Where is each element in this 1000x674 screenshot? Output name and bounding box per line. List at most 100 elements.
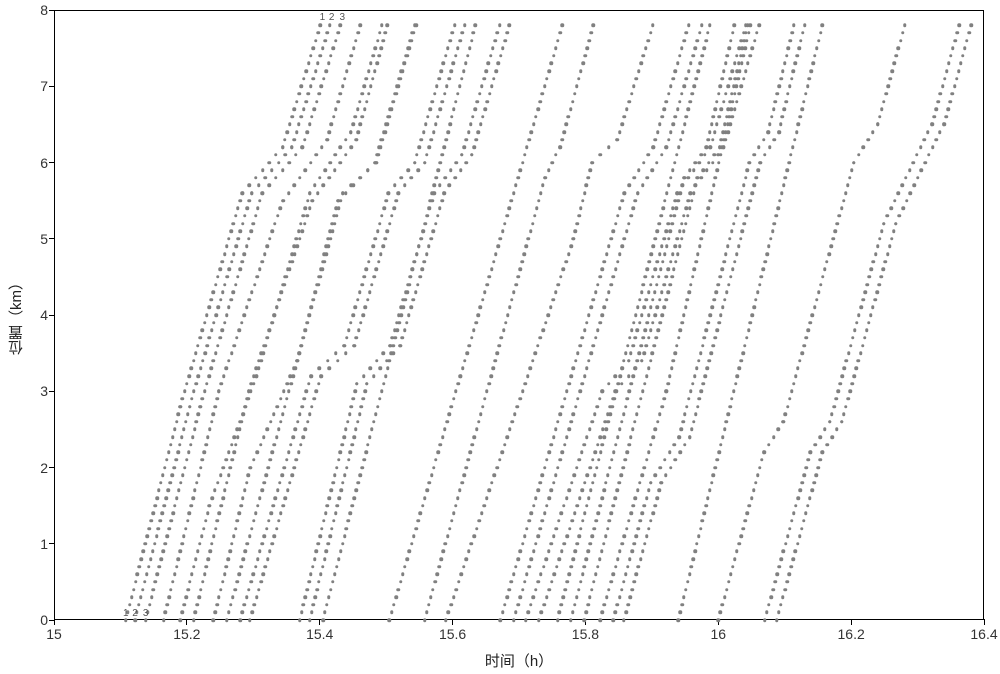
trajectory-marker (448, 184, 452, 188)
trajectory-marker (607, 245, 611, 249)
trajectory-marker (430, 138, 434, 142)
trajectory-marker (544, 321, 548, 325)
trajectory-marker (744, 519, 748, 523)
trajectory-marker (256, 207, 260, 211)
trajectory-marker (374, 412, 378, 416)
trajectory-marker (362, 85, 366, 89)
trajectory-marker (448, 123, 452, 127)
trajectory-marker (176, 451, 180, 455)
trajectory-marker (267, 161, 271, 165)
trajectory-marker (651, 298, 655, 302)
trajectory-marker (643, 466, 647, 470)
trajectory-marker (587, 313, 591, 317)
trajectory-marker (219, 588, 223, 592)
trajectory-marker (156, 573, 160, 577)
trajectory-marker (601, 611, 605, 615)
trajectory-marker (378, 222, 382, 226)
trajectory-marker (370, 283, 374, 287)
trajectory-marker (554, 46, 558, 50)
trajectory-marker (474, 321, 478, 325)
trajectory-marker (647, 367, 651, 371)
trajectory-marker (186, 412, 190, 416)
trajectory-marker (439, 443, 443, 447)
trajectory-marker (318, 534, 322, 538)
trajectory-marker (867, 321, 871, 325)
trajectory-marker (744, 176, 748, 180)
trajectory-marker (370, 428, 374, 432)
trajectory-marker (662, 283, 666, 287)
trajectory-marker (640, 313, 644, 317)
trajectory-marker (304, 69, 308, 73)
trajectory-marker (310, 306, 314, 310)
trajectory-marker (260, 260, 264, 264)
trajectory-marker (372, 374, 376, 378)
trajectory-marker (222, 374, 226, 378)
trajectory-marker (647, 489, 651, 493)
trajectory-marker (519, 550, 523, 554)
trajectory-marker (564, 260, 568, 264)
trajectory-marker (501, 46, 505, 50)
trajectory-marker (583, 443, 587, 447)
trajectory-marker (712, 473, 716, 477)
trajectory-marker (967, 31, 971, 35)
trajectory-marker (302, 397, 306, 401)
trajectory-marker (693, 85, 697, 89)
trajectory-marker (503, 443, 507, 447)
trajectory-marker (707, 161, 711, 165)
trajectory-marker (225, 245, 229, 249)
trajectory-marker (514, 565, 518, 569)
trajectory-marker (607, 382, 611, 386)
trajectory-marker (733, 62, 737, 66)
trajectory-marker (438, 207, 442, 211)
trajectory-marker (789, 153, 793, 157)
trajectory-marker (138, 565, 142, 569)
trajectory-marker (701, 519, 705, 523)
trajectory-marker (801, 31, 805, 35)
trajectory-marker (341, 542, 345, 546)
trajectory-marker (551, 298, 555, 302)
trajectory-marker (360, 466, 364, 470)
trajectory-marker (780, 191, 784, 195)
trajectory-marker (730, 229, 734, 233)
trajectory-marker (319, 374, 323, 378)
trajectory-marker (606, 527, 610, 531)
trajectory-marker (587, 39, 591, 43)
trajectory-marker (694, 46, 698, 50)
trajectory-marker (429, 199, 433, 203)
trajectory-marker (270, 321, 274, 325)
trajectory-marker (331, 481, 335, 485)
trajectory-marker (286, 489, 290, 493)
trajectory-marker (423, 260, 427, 264)
trajectory-marker (683, 443, 687, 447)
trajectory-marker (308, 412, 312, 416)
trajectory-marker (197, 595, 201, 599)
trajectory-marker (350, 405, 354, 409)
trajectory-marker (334, 39, 338, 43)
trajectory-marker (871, 306, 875, 310)
trajectory-marker (293, 466, 297, 470)
trajectory-marker (863, 290, 867, 294)
trajectory-marker (472, 146, 476, 150)
trajectory-marker (210, 329, 214, 333)
trajectory-marker (667, 184, 671, 188)
trajectory-marker (230, 542, 234, 546)
trajectory-marker (653, 313, 657, 317)
trajectory-marker (765, 611, 769, 615)
trajectory-marker (669, 260, 673, 264)
trajectory-marker (523, 153, 527, 157)
trajectory-marker (368, 290, 372, 294)
trajectory-marker (741, 351, 745, 355)
trajectory-marker (151, 512, 155, 516)
trajectory-marker (581, 62, 585, 66)
trajectory-marker (653, 504, 657, 508)
trajectory-marker (329, 237, 333, 241)
trajectory-marker (392, 344, 396, 348)
trajectory-marker (665, 146, 669, 150)
trajectory-marker (531, 222, 535, 226)
trajectory-marker (758, 466, 762, 470)
trajectory-marker (805, 466, 809, 470)
trajectory-marker (266, 245, 270, 249)
trajectory-marker (390, 214, 394, 218)
trajectory-marker (287, 390, 291, 394)
trajectory-marker (287, 451, 291, 455)
